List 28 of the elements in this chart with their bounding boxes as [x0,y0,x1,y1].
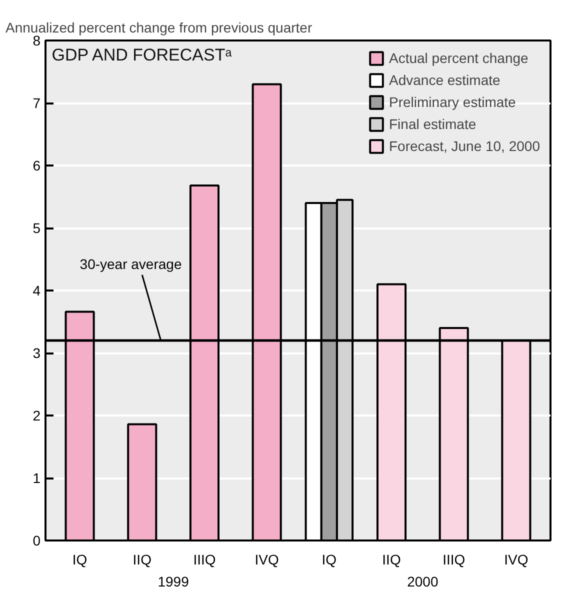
y-tick-label: 3 [32,345,41,361]
legend-label: Actual percent change [389,50,528,66]
y-axis-title: Annualized percent change from previous quarter [6,20,312,36]
y-tick-label: 1 [32,470,41,486]
ref-line-label: 30-year average [80,256,182,272]
y-tick-label: 0 [32,532,41,548]
legend-label: Preliminary estimate [389,94,516,110]
x-tick-label: IIIQ [442,552,466,568]
y-tick-label: 2 [32,408,41,424]
text: 2000 [407,574,438,590]
legend-label: Final estimate [389,116,476,132]
x-tick-label: IQ [322,552,337,568]
x-tick-label: IQ [72,552,88,568]
y-tick-label: 7 [32,95,41,111]
x-tick-label: IVQ [504,552,528,568]
y-tick-label: 5 [32,220,41,236]
x-tick-label: IIQ [382,552,401,568]
y-tick-label: 4 [32,282,41,298]
legend-label: Advance estimate [389,72,500,88]
y-tick-label: 8 [32,32,41,48]
bar [127,423,158,540]
text: 1999 [158,574,190,590]
chart-title: GDP AND FORECASTᵃ [52,46,232,64]
legend-label: Forecast, June 10, 2000 [389,138,540,154]
x-tick-label: IIIQ [193,552,216,568]
x-tick-label: IIQ [132,552,152,568]
x-tick-label: IVQ [254,552,279,568]
y-tick-label: 6 [32,158,41,174]
